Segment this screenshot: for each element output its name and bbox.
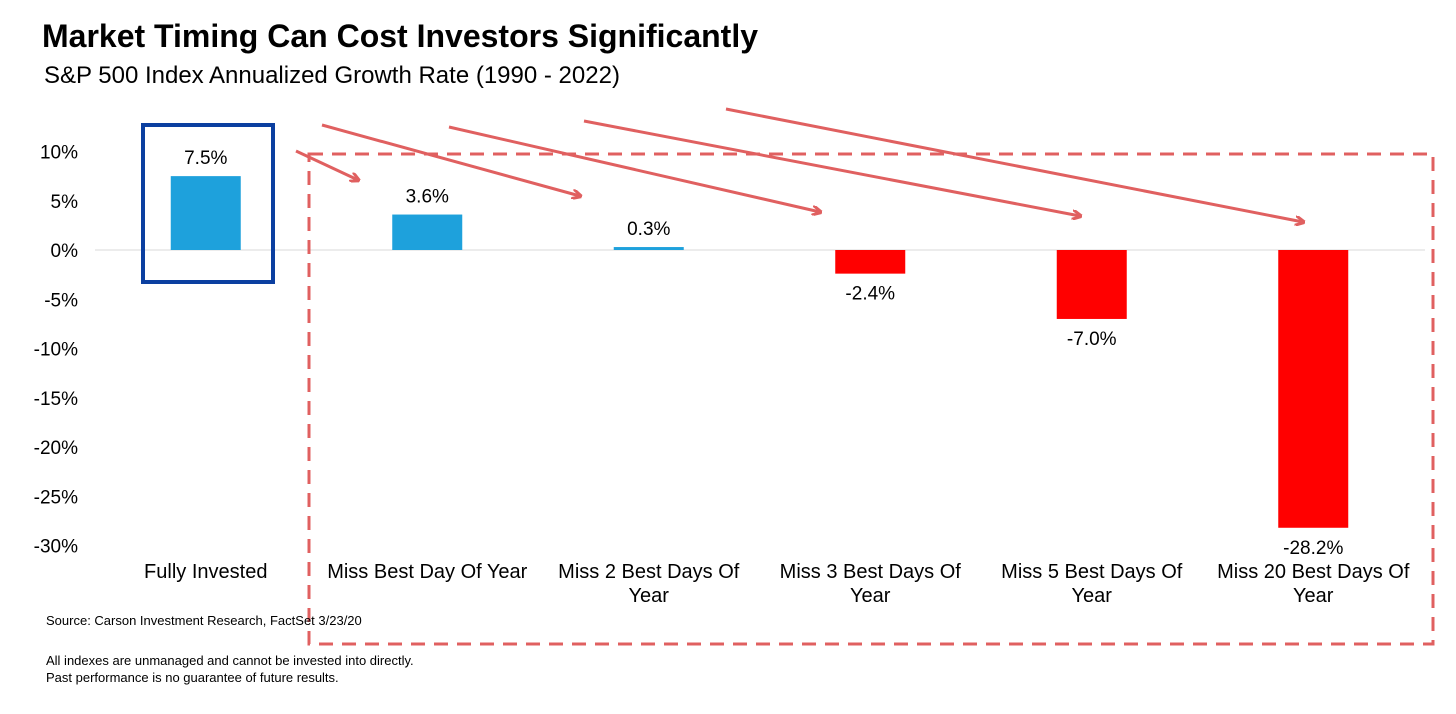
x-category-label: Miss 20 Best Days Of [1217, 561, 1410, 583]
x-category-label: Year [1072, 585, 1113, 607]
y-tick-label: -15% [34, 389, 78, 410]
x-category-label: Miss 5 Best Days Of [1001, 561, 1183, 583]
y-tick-label: 0% [51, 241, 79, 262]
bar [835, 250, 906, 274]
bar [392, 214, 463, 250]
y-tick-label: 5% [51, 192, 79, 213]
x-category-label: Year [1293, 585, 1334, 607]
x-category-label: Miss 3 Best Days Of [780, 561, 962, 583]
arrow [583, 119, 1080, 216]
data-label: -28.2% [1283, 538, 1343, 559]
data-label: 3.6% [406, 187, 449, 208]
arrow [448, 125, 820, 212]
comparison-dashed-box [307, 152, 1435, 646]
y-tick-label: 10% [40, 143, 78, 164]
x-category-label: Year [850, 585, 891, 607]
arrow [295, 149, 358, 180]
bar [1056, 250, 1127, 319]
x-category-label: Year [629, 585, 670, 607]
highlight-box [141, 123, 275, 284]
disclaimer-line-1: All indexes are unmanaged and cannot be … [46, 653, 414, 668]
disclaimer-line-2: Past performance is no guarantee of futu… [46, 670, 339, 685]
chart-subtitle: S&P 500 Index Annualized Growth Rate (19… [44, 62, 620, 89]
arrow [725, 107, 1303, 222]
bar [170, 176, 241, 250]
y-tick-label: -5% [44, 290, 78, 311]
y-tick-label: -30% [34, 537, 78, 558]
arrow [321, 123, 580, 196]
data-label: -7.0% [1067, 329, 1117, 350]
y-tick-label: -25% [34, 487, 78, 508]
x-category-label: Miss Best Day Of Year [327, 561, 527, 583]
x-category-label: Fully Invested [144, 561, 267, 583]
data-label: 0.3% [627, 219, 670, 240]
bar [1278, 250, 1349, 528]
source-note: Source: Carson Investment Research, Fact… [46, 613, 362, 628]
y-tick-label: -10% [34, 340, 78, 361]
bar [613, 247, 684, 250]
chart-title: Market Timing Can Cost Investors Signifi… [42, 18, 758, 54]
data-label: -2.4% [845, 284, 895, 305]
x-category-label: Miss 2 Best Days Of [558, 561, 740, 583]
y-tick-label: -20% [34, 438, 78, 459]
data-label: 7.5% [184, 148, 227, 169]
